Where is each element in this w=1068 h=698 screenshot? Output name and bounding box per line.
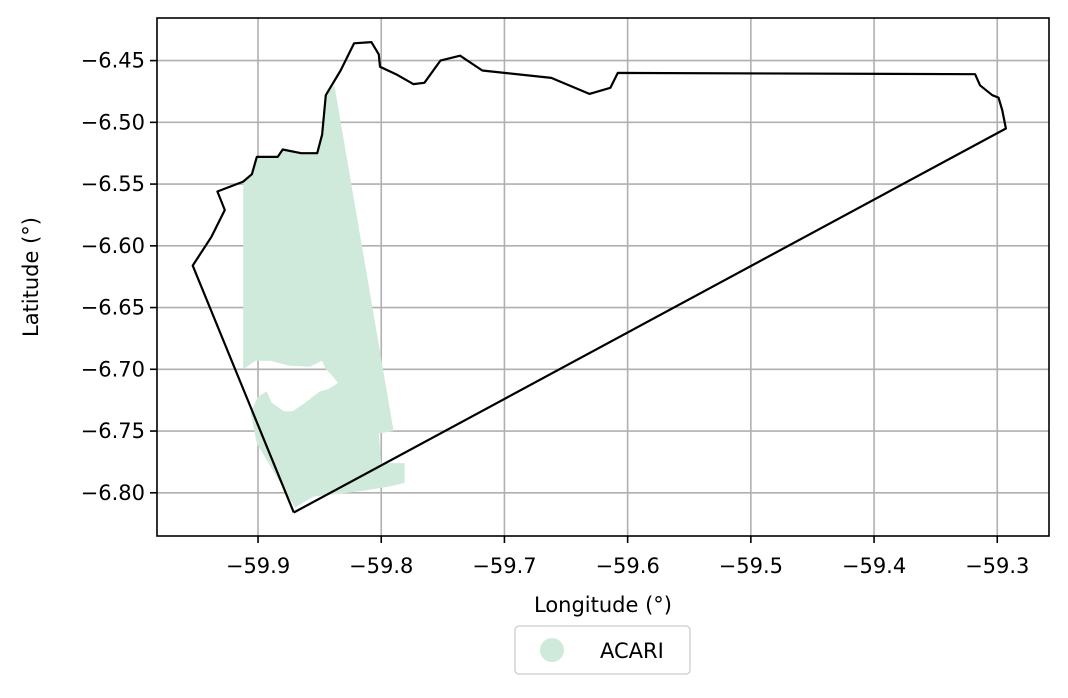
y-tick-label: −6.60 xyxy=(81,234,145,258)
y-tick-label: −6.70 xyxy=(81,357,145,381)
x-axis-title: Longitude (°) xyxy=(534,593,672,617)
legend: ACARI xyxy=(514,625,691,675)
y-tick-label: −6.80 xyxy=(81,481,145,505)
y-tick-label: −6.75 xyxy=(81,419,145,443)
y-tick-label: −6.45 xyxy=(81,49,145,73)
x-tick-label: −59.6 xyxy=(595,554,659,578)
area-layer xyxy=(191,40,1008,514)
legend-box xyxy=(514,625,691,675)
region-acari xyxy=(243,85,405,508)
y-tick-label: −6.55 xyxy=(81,172,145,196)
x-tick-label: −59.5 xyxy=(719,554,783,578)
tick-layer: −59.9 −59.8 −59.7 −59.6 −59.5 −59.4 −59.3 −6.45… xyxy=(81,49,1030,578)
plot-frame xyxy=(156,17,1050,537)
legend-marker-acari xyxy=(540,638,564,662)
y-tick-label: −6.65 xyxy=(81,296,145,320)
x-tick-label: −59.8 xyxy=(349,554,413,578)
x-tick-label: −59.4 xyxy=(842,554,906,578)
boundary-outline xyxy=(191,40,1008,514)
legend-label-acari: ACARI xyxy=(600,639,664,663)
x-tick-label: −59.3 xyxy=(965,554,1029,578)
x-tick-label: −59.9 xyxy=(226,554,290,578)
y-tick-label: −6.50 xyxy=(81,110,145,134)
y-axis-title: Latitude (°) xyxy=(19,217,43,337)
x-tick-label: −59.7 xyxy=(472,554,536,578)
